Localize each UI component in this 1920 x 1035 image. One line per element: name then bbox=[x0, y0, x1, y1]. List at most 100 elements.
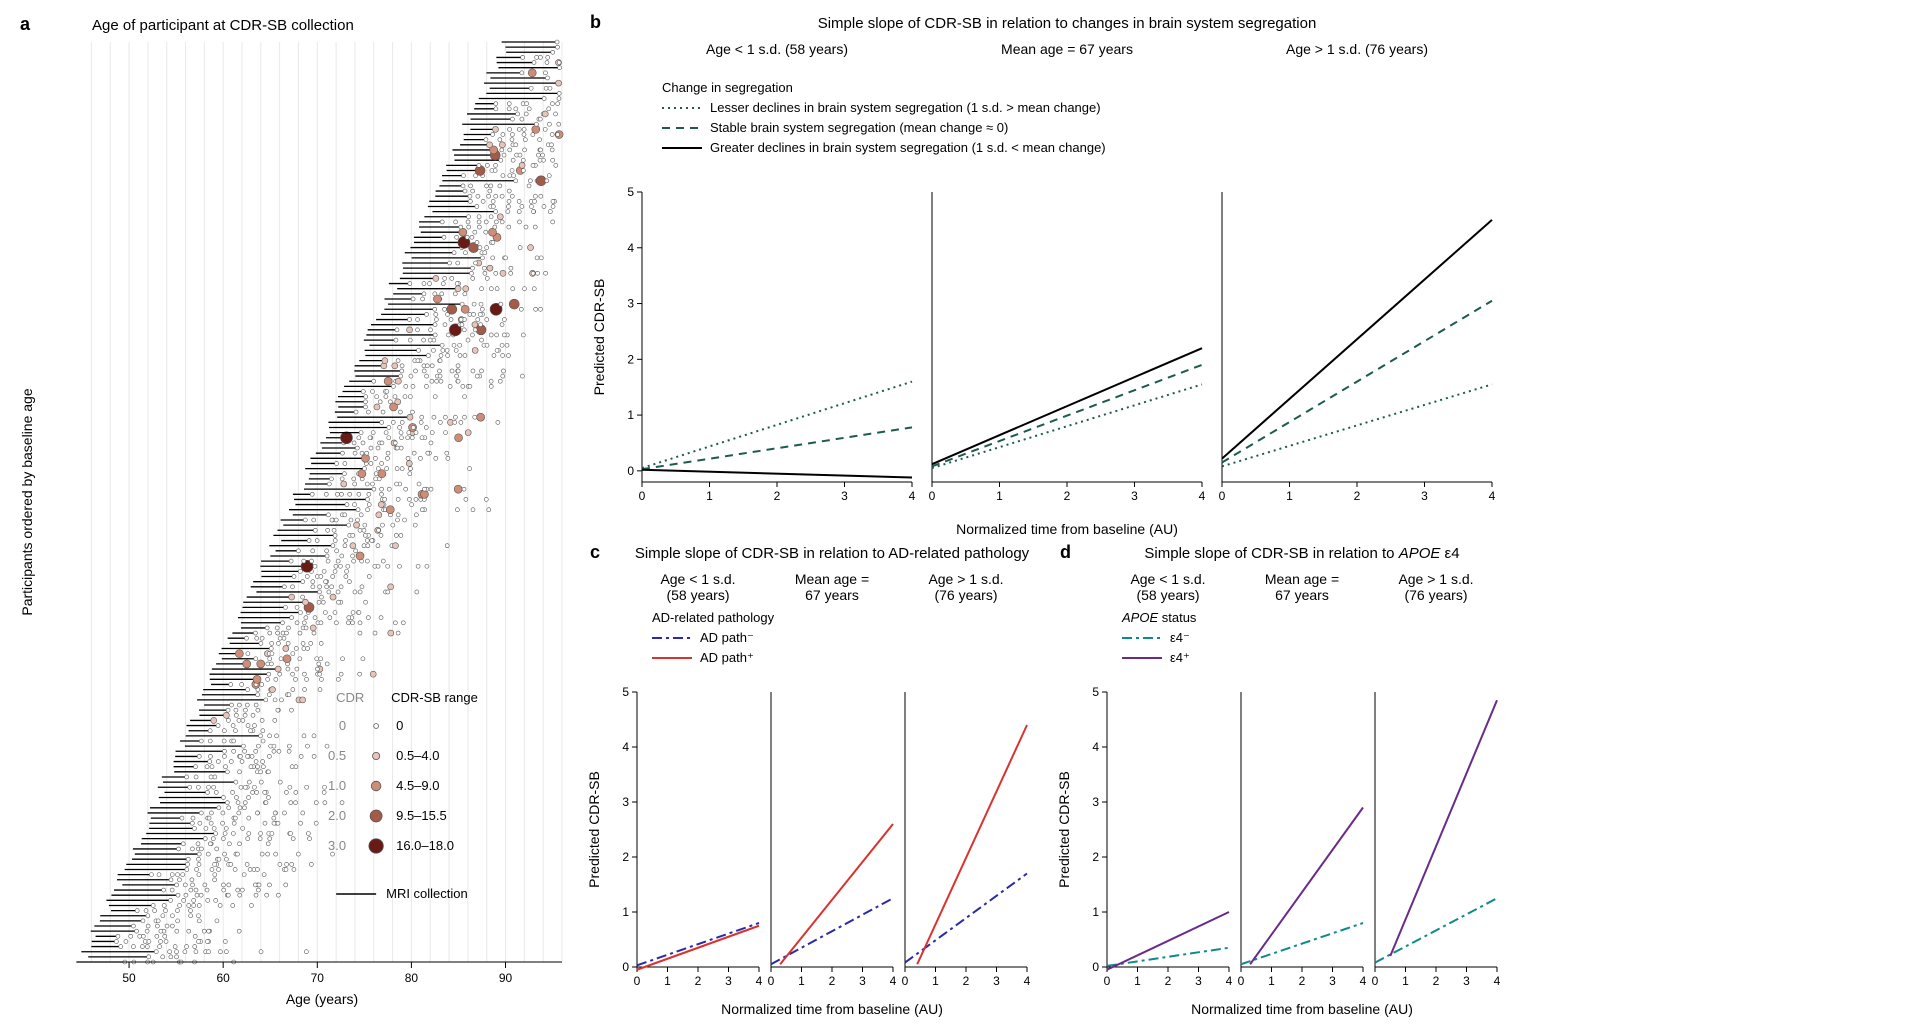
svg-text:0: 0 bbox=[1238, 974, 1245, 988]
svg-text:0: 0 bbox=[768, 974, 775, 988]
svg-text:2: 2 bbox=[829, 974, 836, 988]
svg-text:2: 2 bbox=[627, 352, 634, 366]
svg-text:5: 5 bbox=[622, 685, 629, 699]
svg-text:Predicted CDR-SB: Predicted CDR-SB bbox=[586, 771, 602, 888]
svg-text:0: 0 bbox=[1104, 974, 1111, 988]
svg-text:1: 1 bbox=[664, 974, 671, 988]
svg-text:Age > 1 s.d.: Age > 1 s.d. bbox=[1398, 571, 1473, 587]
svg-text:3: 3 bbox=[1421, 489, 1428, 503]
svg-text:0: 0 bbox=[622, 960, 629, 974]
svg-text:ε4⁺: ε4⁺ bbox=[1170, 650, 1190, 665]
svg-text:(76 years): (76 years) bbox=[934, 587, 997, 603]
svg-text:9.5–15.5: 9.5–15.5 bbox=[396, 808, 447, 823]
svg-text:0: 0 bbox=[902, 974, 909, 988]
svg-text:1: 1 bbox=[1268, 974, 1275, 988]
svg-text:Age > 1 s.d.: Age > 1 s.d. bbox=[928, 571, 1003, 587]
svg-text:(58 years): (58 years) bbox=[1136, 587, 1199, 603]
svg-text:1: 1 bbox=[798, 974, 805, 988]
svg-text:2: 2 bbox=[1433, 974, 1440, 988]
svg-text:0: 0 bbox=[396, 718, 403, 733]
svg-text:1: 1 bbox=[622, 905, 629, 919]
svg-text:0: 0 bbox=[339, 718, 346, 733]
svg-text:Simple slope of CDR-SB in rela: Simple slope of CDR-SB in relation to AD… bbox=[635, 545, 1030, 562]
svg-text:1: 1 bbox=[627, 408, 634, 422]
svg-text:CDR-SB range: CDR-SB range bbox=[391, 690, 478, 705]
svg-text:4: 4 bbox=[1494, 974, 1501, 988]
svg-text:3: 3 bbox=[841, 489, 848, 503]
svg-text:60: 60 bbox=[216, 971, 230, 985]
svg-text:3: 3 bbox=[859, 974, 866, 988]
panel-c: c Simple slope of CDR-SB in relation to A… bbox=[582, 542, 1032, 1022]
svg-text:Age < 1 s.d.: Age < 1 s.d. bbox=[660, 571, 735, 587]
svg-text:Simple slope of CDR-SB in rela: Simple slope of CDR-SB in relation to ch… bbox=[818, 15, 1317, 32]
svg-text:Greater declines in brain syst: Greater declines in brain system segrega… bbox=[710, 140, 1106, 155]
svg-text:Stable brain system segregatio: Stable brain system segregation (mean ch… bbox=[710, 120, 1008, 135]
svg-text:APOE status: APOE status bbox=[1121, 610, 1197, 625]
svg-text:70: 70 bbox=[311, 971, 325, 985]
svg-text:2: 2 bbox=[1092, 850, 1099, 864]
svg-text:4: 4 bbox=[909, 489, 916, 503]
svg-text:3.0: 3.0 bbox=[328, 838, 346, 853]
svg-text:AD path⁻: AD path⁻ bbox=[700, 630, 754, 645]
svg-text:Age (years): Age (years) bbox=[286, 991, 358, 1007]
svg-text:3: 3 bbox=[993, 974, 1000, 988]
svg-text:5: 5 bbox=[627, 185, 634, 199]
svg-text:1: 1 bbox=[1092, 905, 1099, 919]
svg-text:2: 2 bbox=[1299, 974, 1306, 988]
svg-text:67 years: 67 years bbox=[805, 587, 859, 603]
svg-text:4: 4 bbox=[1092, 740, 1099, 754]
svg-text:90: 90 bbox=[499, 971, 513, 985]
svg-text:CDR: CDR bbox=[336, 690, 364, 705]
svg-text:67 years: 67 years bbox=[1275, 587, 1329, 603]
svg-text:0: 0 bbox=[929, 489, 936, 503]
svg-text:0: 0 bbox=[634, 974, 641, 988]
panel-d: d Simple slope of CDR-SB in relation to A… bbox=[1052, 542, 1502, 1022]
svg-text:ε4⁻: ε4⁻ bbox=[1170, 630, 1190, 645]
svg-text:Normalized time from baseline: Normalized time from baseline (AU) bbox=[1191, 1001, 1413, 1017]
svg-text:1: 1 bbox=[1286, 489, 1293, 503]
svg-text:1: 1 bbox=[1134, 974, 1141, 988]
svg-text:0: 0 bbox=[1372, 974, 1379, 988]
svg-text:1: 1 bbox=[932, 974, 939, 988]
svg-text:MRI collection: MRI collection bbox=[386, 886, 468, 901]
svg-text:3: 3 bbox=[1131, 489, 1138, 503]
svg-text:80: 80 bbox=[405, 971, 419, 985]
svg-text:Simple slope of CDR-SB in rela: Simple slope of CDR-SB in relation to AP… bbox=[1144, 545, 1459, 562]
svg-text:3: 3 bbox=[1463, 974, 1470, 988]
svg-text:Age < 1 s.d.: Age < 1 s.d. bbox=[1130, 571, 1205, 587]
svg-text:4: 4 bbox=[622, 740, 629, 754]
svg-text:Mean age =: Mean age = bbox=[1265, 571, 1339, 587]
svg-text:d: d bbox=[1060, 542, 1071, 562]
svg-text:4: 4 bbox=[627, 241, 634, 255]
svg-text:2: 2 bbox=[1165, 974, 1172, 988]
svg-text:b: b bbox=[590, 12, 601, 32]
svg-text:4: 4 bbox=[1024, 974, 1031, 988]
svg-text:(58 years): (58 years) bbox=[666, 587, 729, 603]
svg-text:0.5: 0.5 bbox=[328, 748, 346, 763]
svg-text:0: 0 bbox=[1219, 489, 1226, 503]
svg-text:3: 3 bbox=[627, 297, 634, 311]
svg-text:2: 2 bbox=[1064, 489, 1071, 503]
svg-text:a: a bbox=[20, 14, 31, 34]
svg-text:2: 2 bbox=[963, 974, 970, 988]
svg-text:(76 years): (76 years) bbox=[1404, 587, 1467, 603]
svg-text:Change in segregation: Change in segregation bbox=[662, 80, 793, 95]
svg-text:4: 4 bbox=[1489, 489, 1496, 503]
svg-text:5: 5 bbox=[1092, 685, 1099, 699]
svg-text:2: 2 bbox=[695, 974, 702, 988]
panel-a: aAge of participant at CDR-SB collection… bbox=[12, 12, 572, 1022]
svg-text:Normalized time from baseline: Normalized time from baseline (AU) bbox=[721, 1001, 943, 1017]
svg-text:Predicted CDR-SB: Predicted CDR-SB bbox=[591, 279, 607, 396]
svg-text:Mean age =: Mean age = bbox=[795, 571, 869, 587]
svg-text:c: c bbox=[590, 542, 600, 562]
svg-text:3: 3 bbox=[1092, 795, 1099, 809]
svg-text:1: 1 bbox=[1402, 974, 1409, 988]
figure: aAge of participant at CDR-SB collection… bbox=[12, 12, 1492, 1022]
svg-text:0: 0 bbox=[1092, 960, 1099, 974]
svg-text:Lesser declines in brain syste: Lesser declines in brain system segregat… bbox=[710, 100, 1101, 115]
svg-text:0: 0 bbox=[627, 464, 634, 478]
svg-text:Predicted CDR-SB: Predicted CDR-SB bbox=[1056, 771, 1072, 888]
svg-text:0: 0 bbox=[639, 489, 646, 503]
svg-text:Age < 1 s.d. (58 years): Age < 1 s.d. (58 years) bbox=[706, 41, 848, 57]
svg-text:4: 4 bbox=[756, 974, 763, 988]
